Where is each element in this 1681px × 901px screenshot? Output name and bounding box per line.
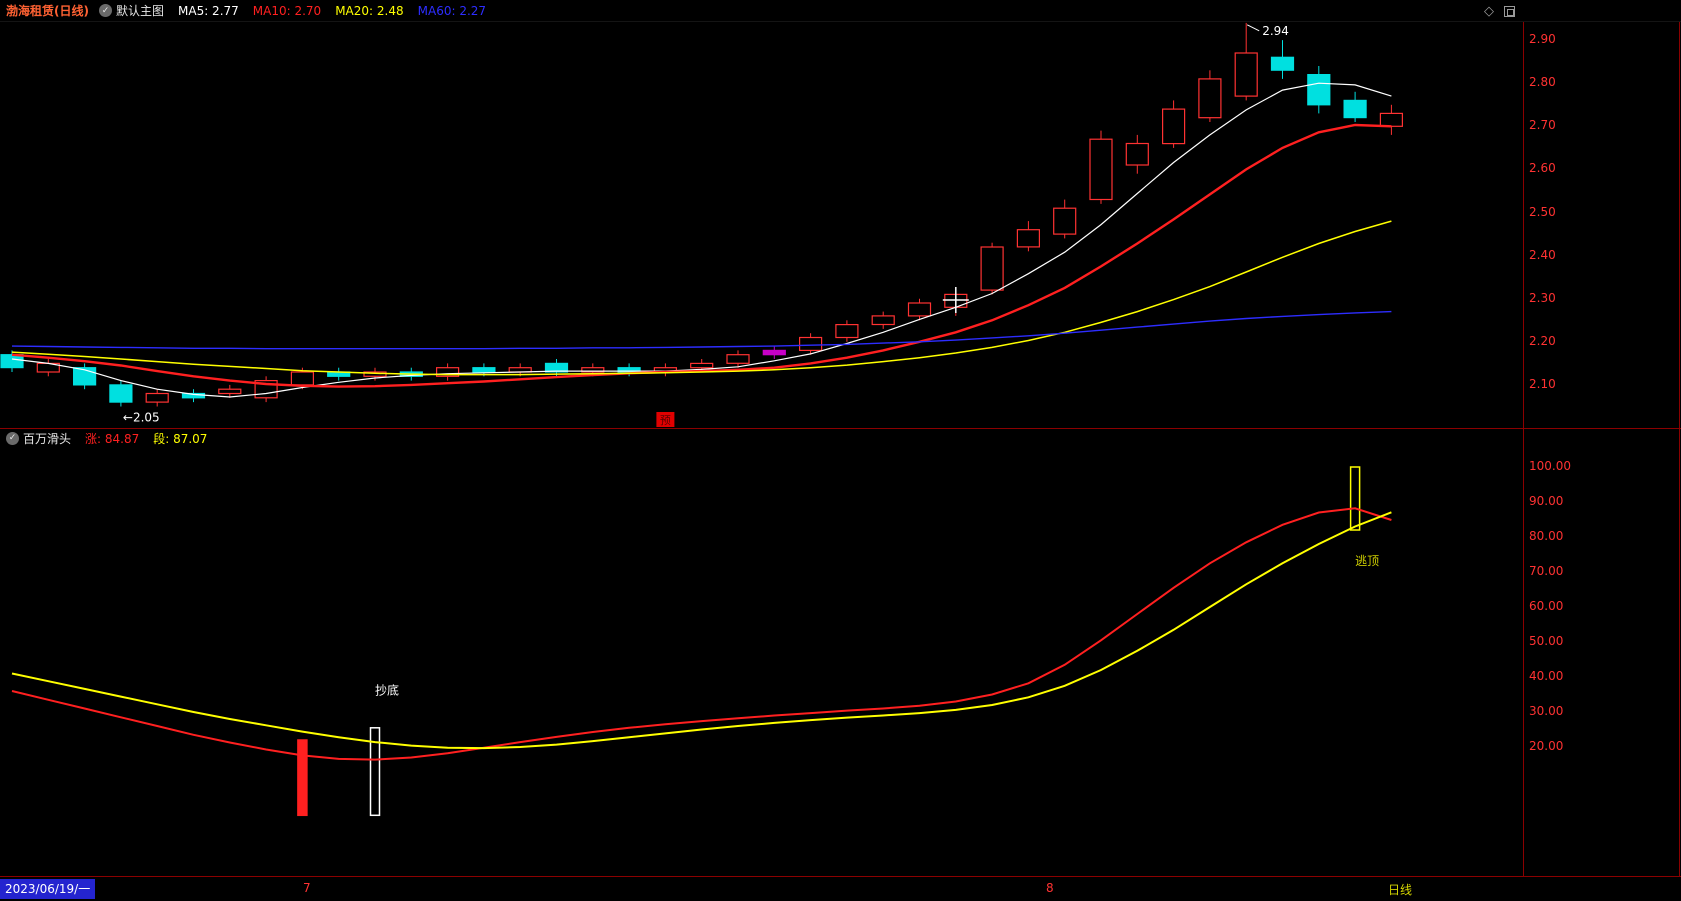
axis-tick-label: 30.00 (1529, 704, 1564, 718)
candle-body (218, 388, 242, 395)
signal-bar (369, 727, 381, 817)
high-pointer-line (1246, 24, 1260, 32)
month-tick-label: 8 (1046, 881, 1054, 895)
axis-tick-label: 50.00 (1529, 634, 1564, 648)
candle-body (145, 392, 169, 403)
axis-tick-label: 2.30 (1529, 290, 1556, 305)
main-candlestick-chart[interactable]: 2.94 ←2.05 预 (0, 22, 1523, 428)
ma-legend-item-1: MA10: 2.70 (252, 3, 322, 18)
indicator-name[interactable]: 百万滑头 (23, 431, 72, 446)
candle-body (0, 354, 24, 369)
candle-body (1016, 229, 1041, 248)
low-price-label: ←2.05 (123, 410, 160, 424)
axis-tick-label: 70.00 (1529, 564, 1564, 578)
chart-corner-controls: ◇ (1484, 0, 1515, 22)
axis-tick-label: 2.40 (1529, 247, 1556, 262)
candle-body (762, 349, 786, 356)
axis-tick-label: 20.00 (1529, 739, 1564, 753)
candle-body (1270, 56, 1295, 71)
axis-tick-label: 100.00 (1529, 459, 1571, 473)
candle-body (1161, 108, 1186, 145)
candle-body (1234, 52, 1258, 97)
candle-body (581, 367, 605, 373)
timeline-bar: 2023/06/19/一 7 8 日线 (0, 877, 1681, 901)
date-label[interactable]: 2023/06/19/一 (0, 879, 96, 899)
candle-body (907, 302, 932, 317)
axis-tick-label: 40.00 (1529, 669, 1564, 683)
axis-tick-label: 2.50 (1529, 204, 1556, 219)
ma-legend-item-2: MA20: 2.48 (335, 3, 404, 18)
indicator-value-0: 涨: 84.87 (85, 431, 140, 446)
signal-bar (1349, 466, 1361, 531)
candle-body (109, 384, 133, 403)
candle-body (1125, 142, 1149, 166)
ma-legend: MA5: 2.77 MA10: 2.70 MA20: 2.48 MA60: 2.27 (164, 4, 486, 18)
window-icon[interactable] (1504, 5, 1515, 17)
period-label[interactable]: 日线 (1388, 883, 1413, 897)
main-chart-header: 渤海租赁(日线) ✓ 默认主图 MA5: 2.77 MA10: 2.70 MA20:… (0, 0, 1681, 22)
candle-body (798, 336, 823, 351)
indicator-values: 涨: 84.87 段: 87.07 (71, 430, 207, 447)
overlay-name[interactable]: 默认主图 (115, 4, 164, 18)
ma-legend-item-3: MA60: 2.27 (417, 3, 487, 18)
ma-line-MA60 (11, 310, 1392, 350)
candle-body (1307, 73, 1331, 106)
axis-tick-label: 2.90 (1529, 32, 1556, 47)
axis-tick-label: 2.70 (1529, 118, 1556, 133)
axis-tick-label: 80.00 (1529, 529, 1564, 543)
high-price-label: 2.94 (1262, 24, 1289, 38)
candle-body (980, 246, 1004, 291)
candle-body (617, 367, 641, 373)
signal-text-label: 抄底 (375, 683, 399, 698)
right-border (1679, 22, 1680, 877)
diamond-icon[interactable]: ◇ (1484, 3, 1494, 19)
axis-tick-label: 60.00 (1529, 599, 1564, 613)
candle-body (290, 371, 314, 386)
ma-line-MA20 (11, 220, 1392, 376)
candle-body (436, 367, 460, 377)
ma-line-MA5 (11, 82, 1392, 398)
candle-body (1379, 112, 1404, 127)
candle-body (871, 315, 895, 326)
indicator-line-涨 (11, 507, 1392, 761)
axis-tick-label: 2.20 (1529, 333, 1556, 348)
candle-body (544, 362, 569, 373)
signal-bar (297, 739, 308, 817)
stock-title[interactable]: 渤海租赁(日线) (6, 4, 89, 18)
indicator-value-1: 段: 87.07 (153, 431, 208, 446)
panel-divider[interactable] (0, 428, 1681, 429)
candle-body (835, 324, 859, 339)
candle-body (472, 367, 496, 373)
candle-body (1089, 138, 1113, 201)
candle-body (726, 354, 750, 364)
indicator-line-段 (11, 511, 1392, 750)
candle-body (1053, 207, 1077, 235)
indicator-header: ✓ 百万滑头 涨: 84.87 段: 87.07 (0, 429, 207, 447)
event-badge-text: 预 (660, 414, 671, 427)
axis-tick-label: 2.10 (1529, 376, 1556, 391)
axis-tick-label: 2.80 (1529, 75, 1556, 90)
candle-body (1198, 78, 1222, 119)
month-tick-label: 7 (303, 881, 311, 895)
price-scale-divider (1523, 22, 1524, 877)
axis-tick-label: 2.60 (1529, 161, 1556, 176)
event-badge[interactable] (656, 412, 675, 427)
axis-tick-label: 90.00 (1529, 494, 1564, 508)
timeline-divider (0, 876, 1681, 877)
ma-line-MA10 (11, 123, 1392, 388)
indicator-chart[interactable]: 抄底 逃顶 (0, 448, 1523, 875)
candle-body (690, 362, 714, 369)
check-circle-icon[interactable]: ✓ (98, 4, 112, 17)
signal-text-label: 逃顶 (1355, 554, 1379, 568)
candle-body (1343, 99, 1367, 119)
check-circle-icon-2[interactable]: ✓ (6, 431, 19, 445)
ma-legend-item-0: MA5: 2.77 (178, 3, 239, 18)
